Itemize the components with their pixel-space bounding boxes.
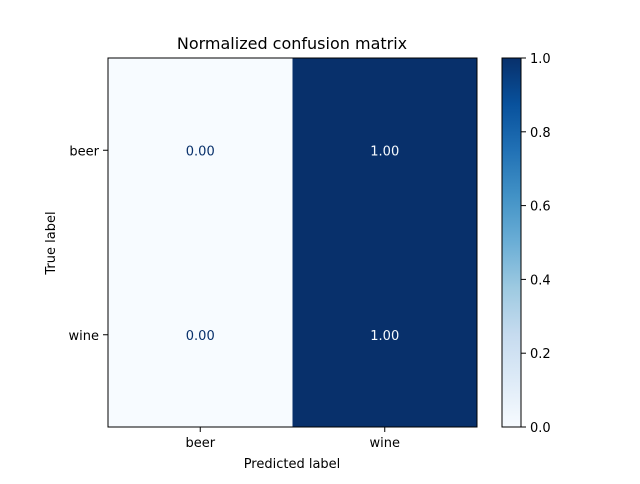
cell-value-label: 1.00 (370, 144, 399, 159)
y-axis-ticks: beer wine (69, 144, 108, 344)
heatmap-cell-labels: 0.00 1.00 0.00 1.00 (186, 144, 399, 344)
y-axis-label: True label (44, 211, 59, 275)
cell-value-label: 0.00 (186, 329, 215, 344)
colorbar-tick-label: 0.2 (530, 347, 551, 362)
cell-value-label: 0.00 (186, 144, 215, 159)
axes-border (107, 57, 478, 428)
colorbar-tick-label: 0.6 (530, 200, 551, 215)
cell-value-label: 1.00 (370, 329, 399, 344)
colorbar-border (501, 57, 522, 428)
colorbar-tick-label: 1.0 (530, 52, 551, 67)
heatmap-cells (108, 58, 477, 427)
colorbar-gradient (502, 58, 521, 427)
heatmap-cell (108, 242, 293, 427)
heatmap-cell (108, 58, 293, 243)
colorbar: 0.0 0.2 0.4 0.6 0.8 1.0 (501, 52, 551, 436)
colorbar-tick-label: 0.0 (530, 421, 551, 436)
y-tick-label: beer (69, 144, 99, 159)
x-axis-label: Predicted label (244, 457, 341, 472)
axes-frame (107, 57, 478, 428)
colorbar-tick-label: 0.8 (530, 126, 551, 141)
heatmap-cell (292, 242, 477, 427)
y-tick-label: wine (69, 329, 99, 344)
x-axis-ticks: beer wine (185, 427, 400, 451)
x-tick-label: beer (185, 436, 215, 451)
colorbar-tick-label: 0.4 (530, 273, 551, 288)
chart-title: Normalized confusion matrix (177, 34, 407, 53)
x-tick-label: wine (370, 436, 400, 451)
heatmap-cell (292, 58, 477, 243)
